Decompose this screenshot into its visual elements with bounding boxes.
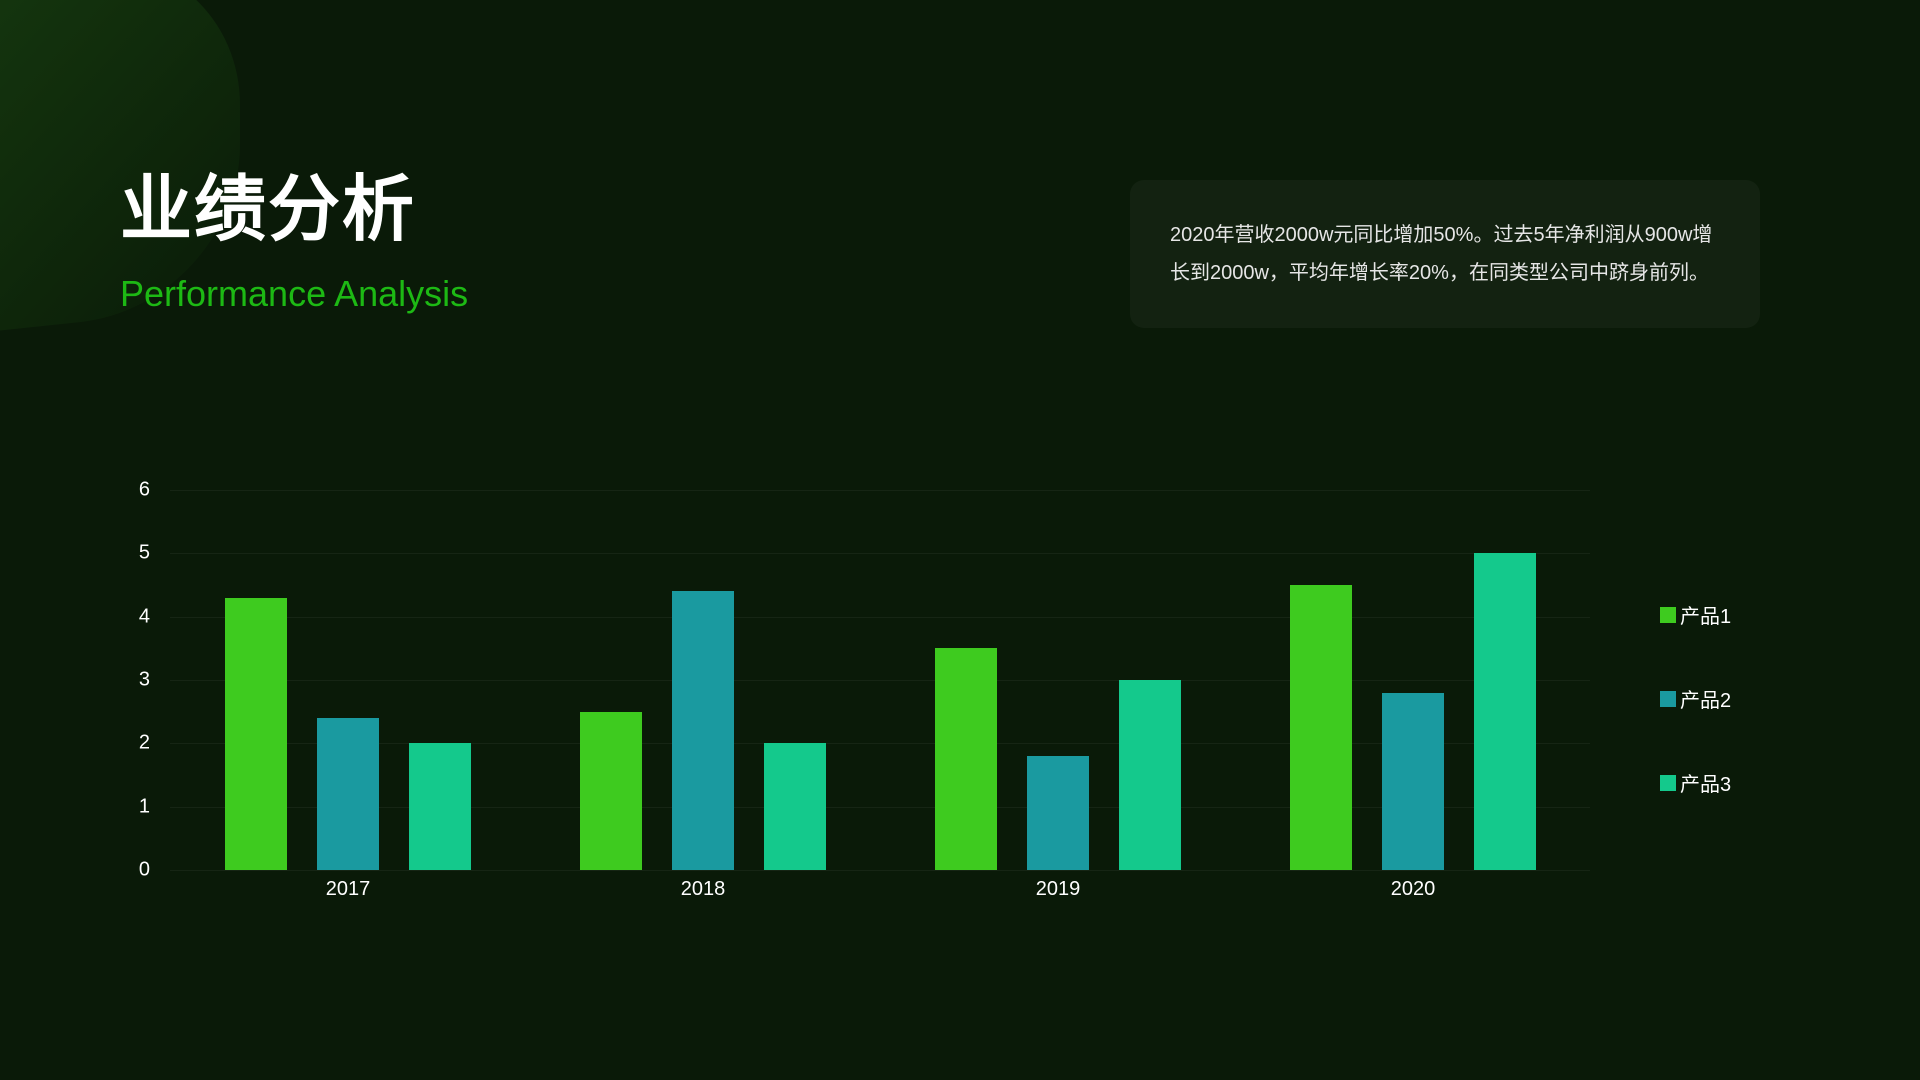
page-title-cn: 业绩分析 <box>120 150 468 255</box>
bar <box>1290 585 1352 870</box>
chart-plot-area: 01234562017201820192020 <box>170 490 1590 870</box>
x-tick-label: 2017 <box>308 878 388 901</box>
bar <box>225 598 287 870</box>
performance-bar-chart: 01234562017201820192020 产品1产品2产品3 <box>120 480 1800 920</box>
legend-label: 产品3 <box>1680 768 1731 797</box>
bar <box>935 648 997 870</box>
bar <box>1474 553 1536 870</box>
description-box: 2020年营收2000w元同比增加50%。过去5年净利润从900w增长到2000… <box>1130 180 1760 328</box>
grid-line <box>170 743 1590 744</box>
bar <box>1027 756 1089 870</box>
legend-item: 产品2 <box>1660 684 1731 713</box>
y-tick-label: 2 <box>139 732 170 755</box>
x-tick-label: 2018 <box>663 878 743 901</box>
y-tick-label: 0 <box>139 859 170 882</box>
bar <box>580 712 642 870</box>
page-title-en: Performance Analysis <box>120 273 468 315</box>
y-tick-label: 4 <box>139 605 170 628</box>
bar <box>409 743 471 870</box>
title-block: 业绩分析 Performance Analysis <box>120 150 468 315</box>
bar <box>764 743 826 870</box>
legend-swatch <box>1660 691 1676 707</box>
bar <box>672 591 734 870</box>
legend-item: 产品3 <box>1660 768 1731 797</box>
grid-line <box>170 680 1590 681</box>
x-tick-label: 2019 <box>1018 878 1098 901</box>
x-tick-label: 2020 <box>1373 878 1453 901</box>
legend-item: 产品1 <box>1660 600 1731 629</box>
chart-legend: 产品1 产品2 产品3 <box>1660 600 1731 797</box>
bar <box>317 718 379 870</box>
bar <box>1119 680 1181 870</box>
legend-label: 产品1 <box>1680 600 1731 629</box>
legend-swatch <box>1660 775 1676 791</box>
y-tick-label: 6 <box>139 479 170 502</box>
grid-line <box>170 870 1590 871</box>
y-tick-label: 1 <box>139 795 170 818</box>
grid-line <box>170 617 1590 618</box>
description-text: 2020年营收2000w元同比增加50%。过去5年净利润从900w增长到2000… <box>1170 224 1712 284</box>
y-tick-label: 5 <box>139 542 170 565</box>
grid-line <box>170 807 1590 808</box>
grid-line <box>170 553 1590 554</box>
legend-label: 产品2 <box>1680 684 1731 713</box>
y-tick-label: 3 <box>139 669 170 692</box>
legend-swatch <box>1660 607 1676 623</box>
grid-line <box>170 490 1590 491</box>
bar <box>1382 693 1444 870</box>
